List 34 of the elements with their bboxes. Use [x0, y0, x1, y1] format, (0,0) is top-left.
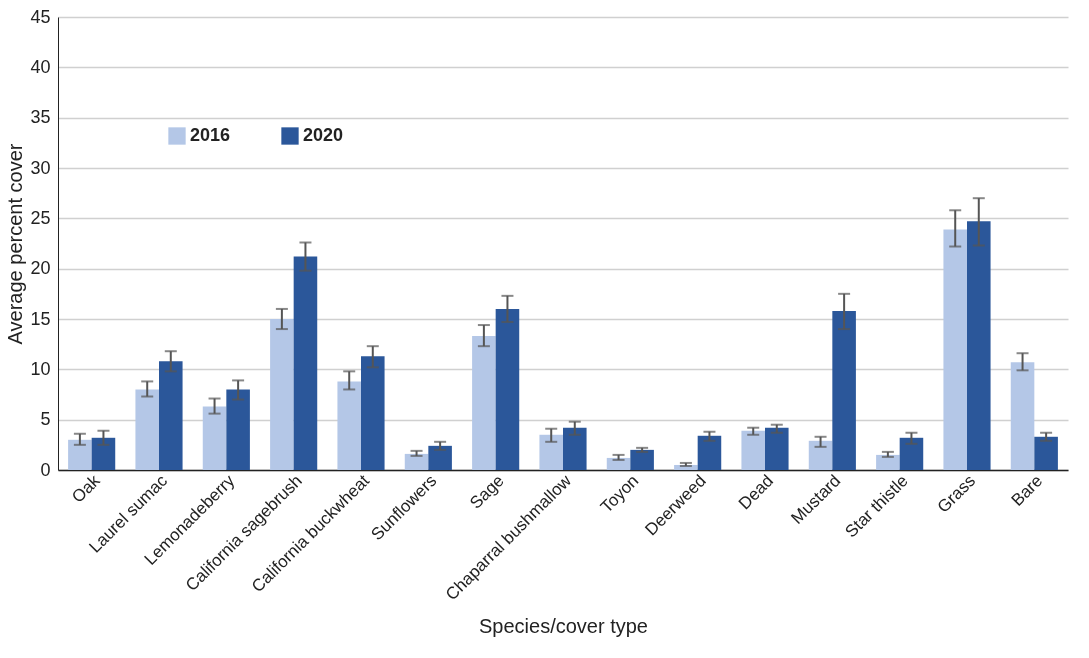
- x-axis-title: Species/cover type: [479, 615, 648, 638]
- bar: [159, 361, 183, 470]
- bar: [943, 229, 967, 470]
- bar: [91, 437, 116, 470]
- bar: [1010, 362, 1035, 470]
- bar: [539, 434, 563, 470]
- y-tick-label: 5: [40, 409, 51, 430]
- bar: [226, 389, 250, 470]
- bar: [270, 319, 294, 470]
- bar: [832, 310, 856, 470]
- bar: [472, 336, 496, 470]
- bar: [337, 381, 361, 470]
- y-tick-label: 10: [30, 358, 51, 379]
- bar: [563, 427, 587, 470]
- y-tick-label: 30: [30, 157, 51, 178]
- y-tick-label: 45: [30, 6, 51, 27]
- legend-label: 2016: [190, 125, 231, 145]
- y-tick-label: 0: [40, 459, 51, 480]
- bar: [967, 221, 991, 470]
- y-tick-label: 35: [30, 107, 51, 128]
- y-axis-title: Average percent cover: [4, 143, 27, 345]
- bar: [899, 437, 924, 470]
- y-tick-label: 40: [30, 56, 51, 77]
- x-tick-label: Oak: [68, 470, 105, 507]
- bar: [68, 439, 92, 470]
- y-tick-label: 25: [30, 207, 51, 228]
- bar: [135, 389, 159, 470]
- bar: [202, 406, 227, 470]
- y-tick-label: 15: [30, 308, 51, 329]
- bar: [361, 356, 385, 470]
- legend-label: 2020: [303, 125, 344, 145]
- y-tick-label: 20: [30, 258, 51, 279]
- bar: [495, 308, 520, 470]
- bar: [293, 256, 318, 470]
